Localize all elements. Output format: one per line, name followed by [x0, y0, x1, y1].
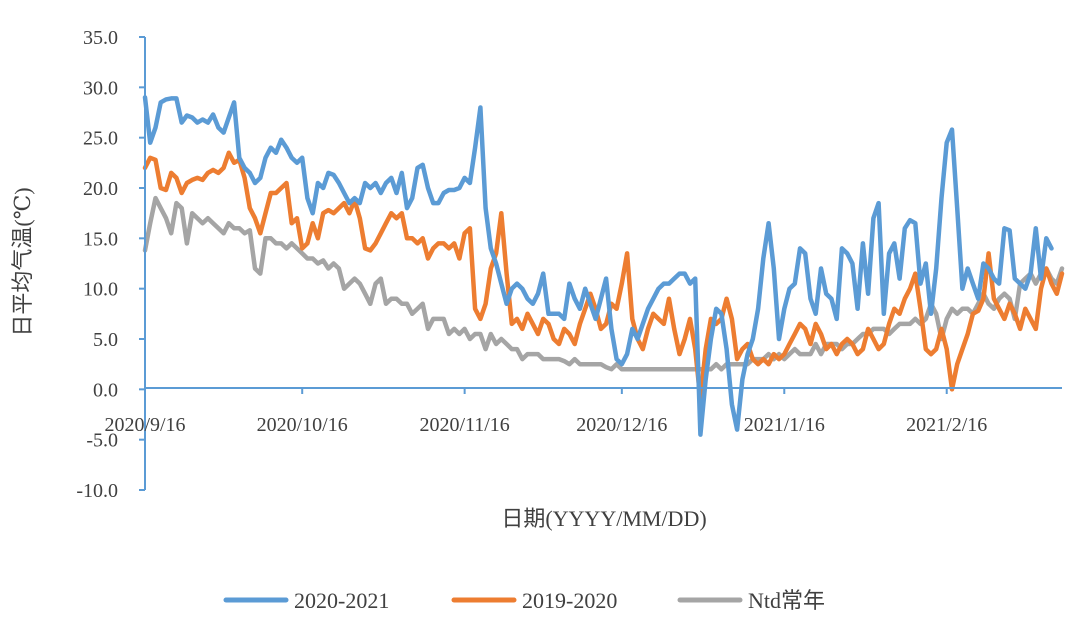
y-tick-label: 20.0: [83, 178, 118, 200]
x-tick-label: 2020/11/16: [419, 414, 509, 436]
y-tick-label: 15.0: [83, 228, 118, 250]
x-axis: 2020/9/16 2020/10/16 2020/11/16 2020/12/16 2…: [104, 387, 1062, 436]
plot-lines: [142, 95, 1065, 437]
legend-label-0: 2020-2021: [294, 588, 389, 613]
y-tick-label: 35.0: [83, 27, 118, 49]
y-axis-title: 日平均气温(℃): [10, 187, 35, 336]
x-tick-label: 2021/1/16: [744, 414, 825, 436]
legend: 2020-2021 2019-2020 Ntd常年: [223, 588, 825, 613]
x-tick-label: 2020/12/16: [576, 414, 667, 436]
y-tick-label: 25.0: [83, 128, 118, 150]
series-line-0: [142, 95, 1054, 437]
series-line-1: [142, 150, 1065, 402]
legend-label-2: Ntd常年: [748, 588, 825, 613]
x-tick-label: 2020/9/16: [104, 414, 185, 436]
x-tick-label: 2021/2/16: [906, 414, 987, 436]
legend-label-1: 2019-2020: [522, 588, 617, 613]
y-axis: 35.0 30.0 25.0 20.0 15.0 10.0 5.0 0.0 -5.0 -10.0: [76, 27, 146, 502]
y-tick-label: 5.0: [93, 329, 118, 351]
y-tick-label: -10.0: [76, 480, 118, 502]
series-line-2: [142, 195, 1065, 372]
y-tick-label: -5.0: [86, 430, 118, 452]
y-tick-label: 0.0: [93, 379, 118, 401]
y-tick-label: 30.0: [83, 77, 118, 99]
x-axis-title: 日期(YYYY/MM/DD): [501, 506, 706, 531]
y-tick-label: 10.0: [83, 279, 118, 301]
x-tick-label: 2020/10/16: [257, 414, 348, 436]
